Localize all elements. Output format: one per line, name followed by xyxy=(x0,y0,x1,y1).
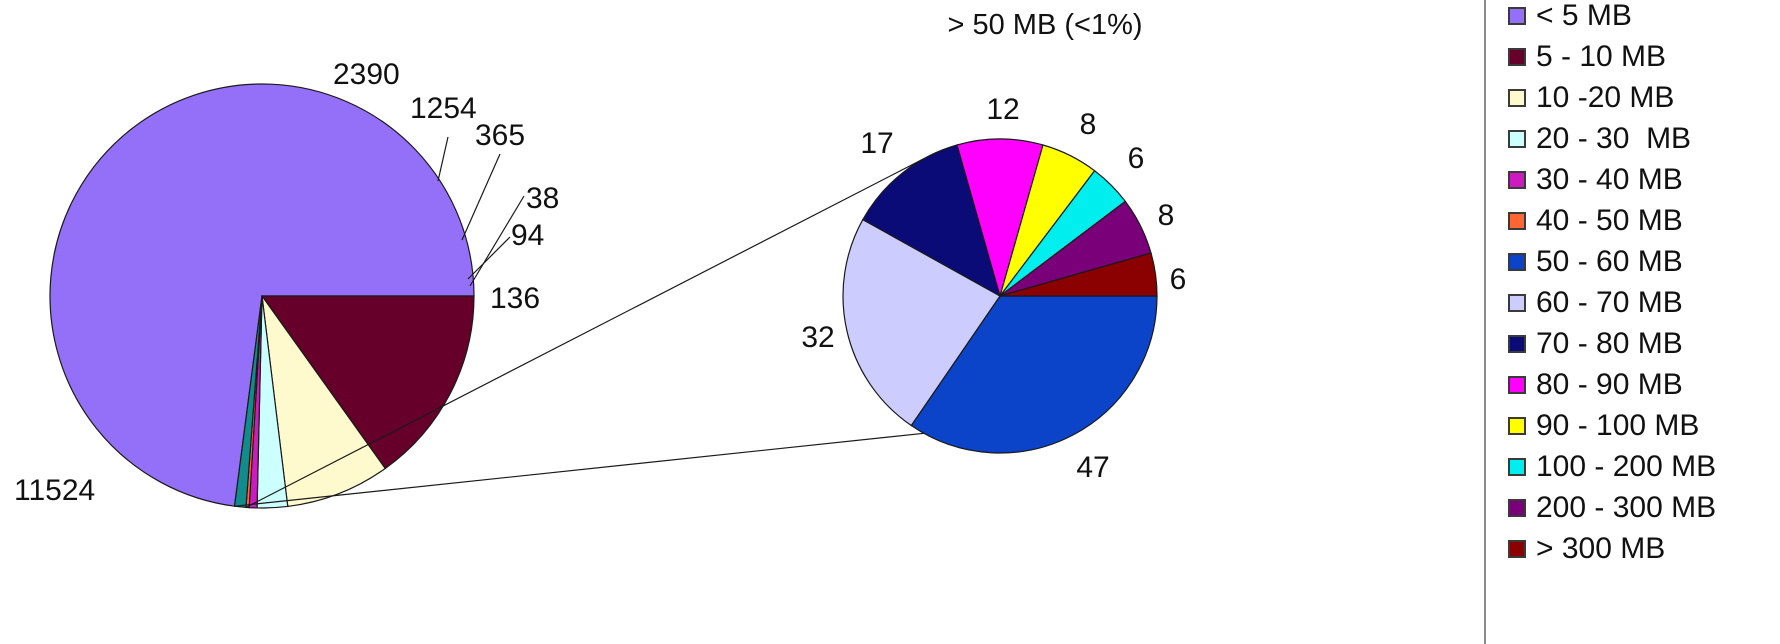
legend-label: 60 - 70 MB xyxy=(1536,286,1683,319)
main-value-label: 136 xyxy=(490,282,540,315)
legend-label: 10 -20 MB xyxy=(1536,81,1675,114)
pie-connectors xyxy=(234,158,925,508)
legend-label: 50 - 60 MB xyxy=(1536,245,1683,278)
legend-item-50-60-mb: 50 - 60 MB xyxy=(1508,240,1683,284)
main-value-label: 365 xyxy=(475,119,525,152)
detail-value-label: 32 xyxy=(801,321,834,354)
legend-item-60-70-mb: 60 - 70 MB xyxy=(1508,281,1683,325)
legend-swatch xyxy=(1508,376,1526,394)
detail-slice-300-mb xyxy=(999,252,1158,297)
legend-swatch xyxy=(1508,540,1526,558)
legend-swatch xyxy=(1508,212,1526,230)
legend-label: 30 - 40 MB xyxy=(1536,163,1683,196)
legend-label: 5 - 10 MB xyxy=(1536,40,1667,73)
legend-label: 100 - 200 MB xyxy=(1536,450,1717,483)
detail-pie xyxy=(842,138,1158,454)
detail-value-label: 8 xyxy=(1158,199,1175,232)
connector-line-bottom xyxy=(234,432,924,507)
legend-label: 90 - 100 MB xyxy=(1536,409,1700,442)
main-label-leader-line xyxy=(461,153,501,241)
legend-item-20-30-mb: 20 - 30 MB xyxy=(1508,117,1691,161)
legend-swatch xyxy=(1508,171,1526,189)
legend-item-30-40-mb: 30 - 40 MB xyxy=(1508,158,1683,202)
main-label-leader-line xyxy=(469,195,525,287)
detail-slice-80-90-mb xyxy=(956,138,1044,299)
main-label-leader-line xyxy=(467,236,511,280)
detail-value-label: 47 xyxy=(1076,451,1109,484)
main-pie xyxy=(49,83,475,509)
detail-value-label: 6 xyxy=(1170,263,1187,296)
legend-label: 80 - 90 MB xyxy=(1536,368,1683,401)
detail-value-label: 12 xyxy=(986,93,1019,126)
legend-swatch xyxy=(1508,7,1526,25)
legend-label: 200 - 300 MB xyxy=(1536,491,1717,524)
legend-label: 20 - 30 MB xyxy=(1536,122,1692,155)
legend-swatch xyxy=(1508,48,1526,66)
chart-subtitle: > 50 MB (<1%) xyxy=(947,9,1142,41)
main-slice-10-20-mb xyxy=(261,295,387,508)
legend-item-80-90-mb: 80 - 90 MB xyxy=(1508,363,1683,407)
legend-item-5-mb: < 5 MB xyxy=(1508,0,1632,38)
legend-swatch xyxy=(1508,499,1526,517)
main-label-leader-line xyxy=(437,136,449,182)
detail-slice-60-70-mb xyxy=(842,218,1001,427)
main-value-label: 2390 xyxy=(333,58,400,91)
detail-value-label: 17 xyxy=(860,127,893,160)
legend-item-200-300-mb: 200 - 300 MB xyxy=(1508,486,1716,530)
main-value-label: 1254 xyxy=(410,92,477,125)
legend-item-300-mb: > 300 MB xyxy=(1508,527,1665,571)
legend-swatch xyxy=(1508,335,1526,353)
legend: < 5 MB 5 - 10 MB 10 -20 MB 20 - 30 MB 30 - 4… xyxy=(1484,0,1780,644)
legend-label: 70 - 80 MB xyxy=(1536,327,1683,360)
detail-value-label: 6 xyxy=(1128,142,1145,175)
main-value-label: 11524 xyxy=(14,474,95,507)
main-value-label: 38 xyxy=(526,182,559,215)
legend-item-70-80-mb: 70 - 80 MB xyxy=(1508,322,1683,366)
legend-label: > 300 MB xyxy=(1536,532,1666,565)
detail-slice-70-80-mb xyxy=(862,144,1001,298)
legend-label: < 5 MB xyxy=(1536,0,1632,32)
detail-value-label: 8 xyxy=(1080,108,1097,141)
legend-swatch xyxy=(1508,458,1526,476)
legend-swatch xyxy=(1508,130,1526,148)
legend-item-10-20-mb: 10 -20 MB xyxy=(1508,76,1674,120)
main-value-label: 94 xyxy=(511,219,544,252)
legend-label: 40 - 50 MB xyxy=(1536,204,1683,237)
connector-line-top xyxy=(245,158,925,508)
legend-swatch xyxy=(1508,417,1526,435)
main-slice-5-mb xyxy=(49,83,475,507)
legend-swatch xyxy=(1508,253,1526,271)
legend-swatch xyxy=(1508,294,1526,312)
legend-item-5-10-mb: 5 - 10 MB xyxy=(1508,35,1666,79)
legend-swatch xyxy=(1508,89,1526,107)
main-slice-5-10-mb xyxy=(260,295,475,470)
legend-item-100-200-mb: 100 - 200 MB xyxy=(1508,445,1716,489)
legend-item-90-100-mb: 90 - 100 MB xyxy=(1508,404,1699,448)
detail-slice-50-60-mb xyxy=(910,295,1158,454)
legend-item-40-50-mb: 40 - 50 MB xyxy=(1508,199,1683,243)
